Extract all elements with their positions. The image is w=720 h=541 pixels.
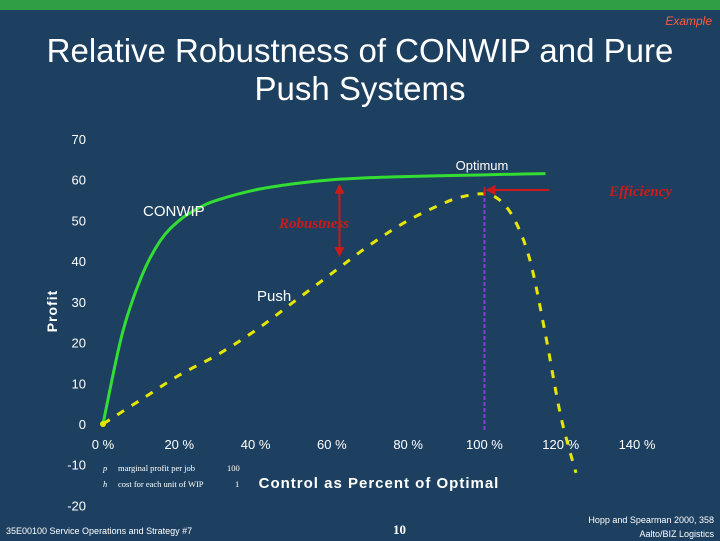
- x-tick-label: 80 %: [393, 437, 423, 452]
- y-tick-label: 20: [72, 336, 86, 351]
- conwip-label: CONWIP: [143, 203, 205, 220]
- y-axis-ticks: 70 60 50 40 30 20 10 0 -10 -20: [67, 132, 86, 513]
- y-tick-label: 30: [72, 295, 86, 310]
- robustness-label: Robustness: [278, 216, 349, 232]
- y-tick-label: 70: [72, 132, 86, 147]
- x-tick-label: 0 %: [92, 437, 115, 452]
- footer-course: 35E00100 Service Operations and Strategy…: [6, 526, 193, 536]
- x-tick-label: 100 %: [466, 437, 503, 452]
- chart-series: [100, 172, 578, 474]
- parameter-legend: p marginal profit per job 100 h cost for…: [102, 463, 240, 489]
- slide-title: Relative Robustness of CONWIP and Pure P…: [10, 32, 710, 108]
- optimum-label: Optimum: [456, 158, 509, 173]
- title-line-2: Push Systems: [254, 70, 466, 107]
- x-axis-ticks: 0 % 20 % 40 % 60 % 80 % 100 % 120 % 140 %: [92, 437, 656, 452]
- robustness-arrow-head-top: [334, 183, 345, 194]
- efficiency-label: Efficiency: [608, 184, 672, 200]
- origin-point: [100, 421, 106, 427]
- y-axis-label: Profit: [44, 290, 60, 333]
- y-tick-label: 60: [72, 173, 86, 188]
- footer-page-number: 10: [393, 522, 406, 537]
- x-tick-label: 20 %: [164, 437, 194, 452]
- title-line-1: Relative Robustness of CONWIP and Pure: [46, 32, 674, 69]
- robustness-arrow-head-bottom: [334, 247, 345, 258]
- x-tick-label: 140 %: [619, 437, 656, 452]
- x-tick-label: 60 %: [317, 437, 347, 452]
- example-tag: Example: [665, 14, 712, 28]
- y-tick-label: 40: [72, 254, 86, 269]
- efficiency-arrow-head: [485, 185, 496, 195]
- y-tick-label: 0: [79, 417, 86, 432]
- y-tick-label: 50: [72, 213, 86, 228]
- y-tick-label: 10: [72, 376, 86, 391]
- legend-h-text: cost for each unit of WIP: [118, 479, 204, 489]
- x-tick-label: 40 %: [241, 437, 271, 452]
- x-tick-label: 120 %: [542, 437, 579, 452]
- y-tick-label: -10: [67, 458, 86, 473]
- legend-p-text: marginal profit per job: [118, 463, 195, 473]
- legend-p-symbol: p: [102, 463, 107, 473]
- footer-source-line-2: Aalto/BIZ Logistics: [639, 529, 714, 539]
- footer-source: Hopp and Spearman 2000, 358 Aalto/BIZ Lo…: [588, 513, 714, 541]
- legend-h-value: 1: [235, 479, 239, 489]
- series-line-push: [102, 192, 578, 474]
- x-axis-label: Control as Percent of Optimal: [259, 475, 500, 492]
- chart-annotations: Optimum Efficiency Robustness CONWIP Push: [143, 158, 672, 432]
- legend-p-value: 100: [227, 463, 240, 473]
- footer-source-line-1: Hopp and Spearman 2000, 358: [588, 515, 714, 525]
- series-line-conwip: [101, 172, 546, 425]
- push-label: Push: [257, 288, 291, 305]
- y-tick-label: -20: [67, 498, 86, 513]
- legend-h-symbol: h: [103, 479, 107, 489]
- top-accent-bar: [0, 0, 720, 10]
